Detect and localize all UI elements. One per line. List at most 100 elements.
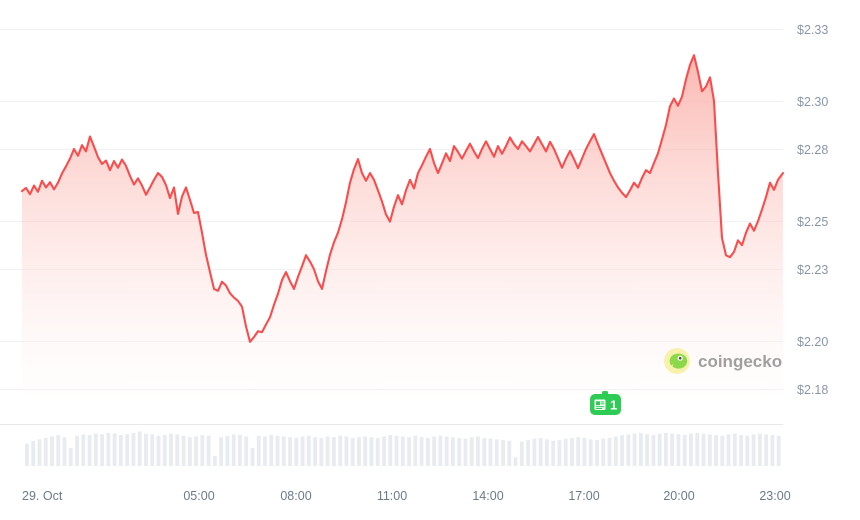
volume-bar (319, 437, 324, 466)
volume-bar (200, 435, 205, 466)
volume-bar (93, 433, 98, 466)
volume-bar (482, 437, 487, 466)
volume-bar (350, 437, 355, 466)
volume-bar (43, 437, 48, 466)
volume-bar (582, 437, 587, 466)
volume-bar (419, 437, 424, 466)
volume-bar (394, 435, 399, 466)
volume-bar (175, 434, 180, 466)
volume-bar (601, 438, 606, 466)
volume-bar (187, 437, 192, 466)
volume-bar (300, 436, 305, 466)
price-area-group (22, 55, 783, 394)
volume-bar (87, 435, 92, 466)
volume-bar (532, 438, 537, 466)
price-area-fill (22, 55, 783, 394)
volume-bar (714, 435, 718, 466)
volume-bar (457, 437, 462, 466)
volume-bar (388, 435, 393, 466)
volume-bar (169, 433, 173, 466)
volume-bar (100, 434, 105, 466)
volume-bar (538, 437, 543, 466)
volume-bar (544, 439, 549, 466)
volume-bar (306, 435, 311, 466)
volume-bar (632, 433, 637, 466)
volume-bar (156, 435, 161, 466)
volume-bar (62, 437, 67, 466)
volume-bar (344, 436, 349, 466)
volume-bar (701, 433, 706, 466)
volume-bar (81, 434, 86, 466)
volume-bar (663, 432, 668, 466)
volume-bar (137, 431, 142, 466)
volume-bar (469, 437, 474, 466)
x-axis-tick-label: 14:00 (472, 489, 503, 503)
volume-bar (438, 435, 443, 466)
coingecko-wordmark: coingecko (698, 352, 782, 371)
volume-bar (770, 435, 775, 466)
volume-bar (112, 433, 117, 466)
volume-bar (463, 438, 468, 466)
y-axis-tick-label: $2.30 (797, 95, 828, 109)
volume-bar (162, 435, 167, 466)
coingecko-watermark: coingecko (664, 348, 782, 374)
volume-bar (219, 437, 224, 466)
y-axis-tick-label: $2.33 (797, 23, 828, 37)
volume-bar (519, 441, 524, 466)
x-axis-tick-label: 17:00 (568, 489, 599, 503)
volume-bar (751, 434, 756, 466)
volume-bar (294, 437, 299, 466)
volume-bar (125, 434, 130, 466)
volume-bar (425, 437, 430, 466)
volume-bar (651, 435, 656, 466)
volume-bar (407, 437, 412, 466)
volume-bar (250, 448, 255, 466)
x-axis-tick-label: 05:00 (183, 489, 214, 503)
volume-bar (732, 433, 737, 466)
volume-bar (726, 434, 731, 466)
volume-bar (764, 434, 769, 466)
volume-bar (237, 435, 242, 466)
y-axis-tick-label: $2.18 (797, 383, 828, 397)
volume-bar (570, 437, 574, 466)
event-marker-pin (602, 391, 608, 396)
volume-bar (432, 436, 437, 466)
volume-bar (707, 434, 712, 466)
volume-bar (507, 440, 512, 466)
volume-bar (363, 436, 368, 466)
volume-bar (563, 438, 568, 466)
volume-bar (638, 432, 643, 466)
x-axis-tick-label: 11:00 (377, 489, 407, 503)
volume-bar (31, 440, 36, 466)
event-marker-count: 1 (610, 398, 617, 413)
volume-bar (375, 437, 380, 466)
volume-bar (450, 437, 455, 466)
price-line-group (20, 54, 785, 343)
volume-bar (212, 455, 217, 466)
news-event-marker[interactable]: 1 (590, 391, 621, 415)
x-axis-tick-label: 20:00 (663, 489, 694, 503)
y-axis-tick-label: $2.28 (797, 143, 828, 157)
volume-bar (576, 437, 581, 466)
y-axis-tick-label: $2.20 (797, 335, 828, 349)
volume-bar (444, 436, 449, 466)
volume-bar (206, 435, 211, 466)
volume-bar (338, 435, 343, 466)
volume-bar (620, 435, 624, 466)
volume-bar (494, 439, 499, 466)
volume-bar (689, 433, 693, 466)
volume-bar (357, 437, 361, 466)
volume-bar (595, 440, 599, 466)
volume-bar (488, 438, 493, 466)
newspaper-icon (594, 399, 606, 410)
volume-bar (231, 434, 236, 466)
volume-bar (513, 457, 518, 466)
gecko-pupil-icon (678, 356, 682, 360)
volume-bar (676, 434, 681, 466)
volume-bar (325, 436, 330, 466)
volume-bar (256, 435, 261, 466)
volume-bar (275, 435, 280, 466)
y-axis-tick-label: $2.23 (797, 263, 828, 277)
